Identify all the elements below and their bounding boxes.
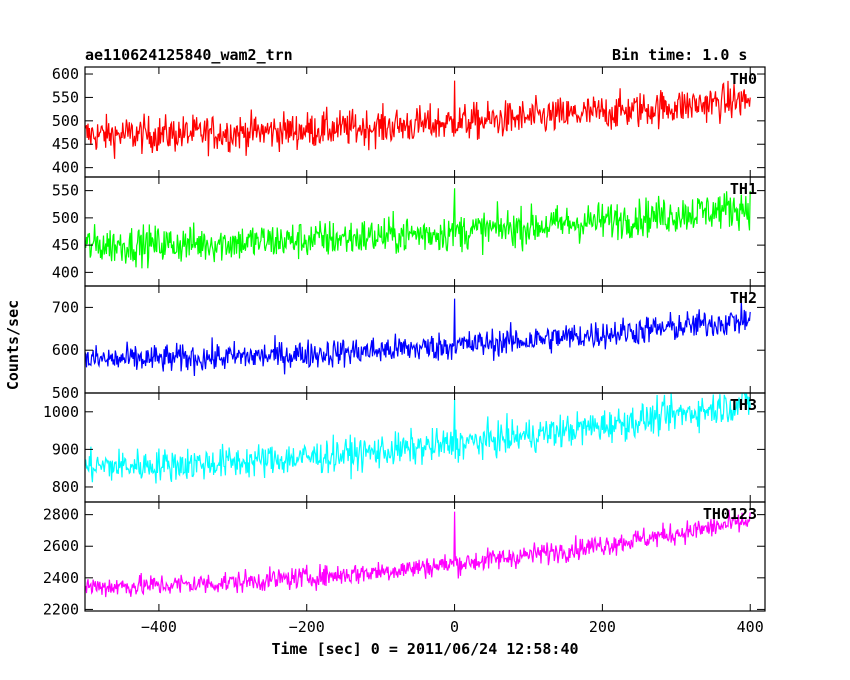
bin-time-label: Bin time: 1.0 s <box>612 46 748 64</box>
x-tick-label: 400 <box>737 618 764 636</box>
panel-label-TH0123: TH0123 <box>703 505 757 523</box>
panel-label-TH1: TH1 <box>730 180 757 198</box>
y-tick-label-TH0123: 2600 <box>43 537 79 555</box>
y-tick-label-TH0123: 2400 <box>43 569 79 587</box>
y-tick-label-TH0: 400 <box>52 159 79 177</box>
panel-label-TH0: TH0 <box>730 70 757 88</box>
chart-title: ae110624125840_wam2_trn <box>85 46 293 64</box>
x-tick-label: 0 <box>450 618 459 636</box>
y-tick-label-TH3: 800 <box>52 478 79 496</box>
series-line-TH1 <box>85 188 751 269</box>
x-axis-label: Time [sec] 0 = 2011/06/24 12:58:40 <box>271 640 578 658</box>
y-tick-label-TH0: 600 <box>52 65 79 83</box>
x-tick-label: 200 <box>589 618 616 636</box>
y-tick-label-TH2: 600 <box>52 341 79 359</box>
panel-label-TH2: TH2 <box>730 289 757 307</box>
y-tick-label-TH2: 700 <box>52 298 79 316</box>
y-tick-label-TH3: 900 <box>52 440 79 458</box>
x-tick-label: −400 <box>141 618 177 636</box>
y-tick-label-TH1: 550 <box>52 182 79 200</box>
y-tick-label-TH2: 500 <box>52 384 79 402</box>
y-axis-label: Counts/sec <box>4 300 22 390</box>
y-tick-label-TH0: 450 <box>52 135 79 153</box>
series-line-TH3 <box>85 393 751 484</box>
y-tick-label-TH1: 400 <box>52 263 79 281</box>
y-tick-label-TH3: 1000 <box>43 403 79 421</box>
y-tick-label-TH0123: 2200 <box>43 600 79 618</box>
panel-frame-TH0123 <box>84 501 766 612</box>
series-line-TH0123 <box>85 509 751 598</box>
panel-label-TH3: TH3 <box>730 396 757 414</box>
y-tick-label-TH0123: 2800 <box>43 506 79 524</box>
panel-frame-TH2 <box>84 285 766 394</box>
series-line-TH2 <box>85 298 751 377</box>
y-tick-label-TH1: 500 <box>52 209 79 227</box>
series-line-TH0 <box>85 80 751 159</box>
x-tick-label: −200 <box>289 618 325 636</box>
y-tick-label-TH1: 450 <box>52 236 79 254</box>
y-tick-label-TH0: 550 <box>52 88 79 106</box>
y-tick-label-TH0: 500 <box>52 112 79 130</box>
